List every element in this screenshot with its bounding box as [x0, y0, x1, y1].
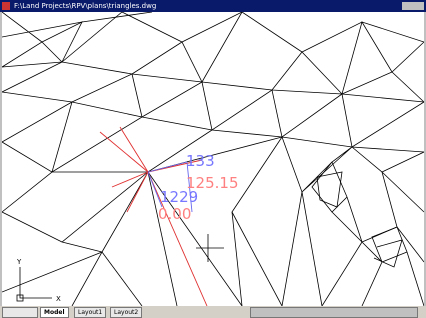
cad-window: F:\Land Projects\RPV\plans\triangles.dwg [0, 0, 426, 318]
tab[interactable]: Model [40, 307, 69, 318]
crosshair [196, 234, 224, 262]
layout-tabs: Model Layout1 Layout2 [0, 306, 426, 318]
ucs-x: X [56, 295, 61, 303]
tab[interactable]: Layout2 [110, 307, 142, 318]
point-label: 0.00 [158, 205, 191, 223]
app-icon [2, 2, 10, 10]
window-controls[interactable] [402, 2, 424, 10]
h-scrollbar[interactable] [250, 307, 418, 318]
point-label: 133 [186, 152, 215, 170]
point-label: 1229 [160, 188, 198, 206]
drawing: 133 125.15 1229 0.00 Y X [2, 12, 424, 306]
window-title: F:\Land Projects\RPV\plans\triangles.dwg [14, 0, 156, 12]
ucs-y: Y [16, 258, 22, 266]
drawing-area[interactable]: 133 125.15 1229 0.00 Y X [2, 12, 424, 306]
tab-nav[interactable] [2, 307, 38, 318]
title-bar: F:\Land Projects\RPV\plans\triangles.dwg [0, 0, 426, 12]
tab[interactable]: Layout1 [74, 307, 106, 318]
